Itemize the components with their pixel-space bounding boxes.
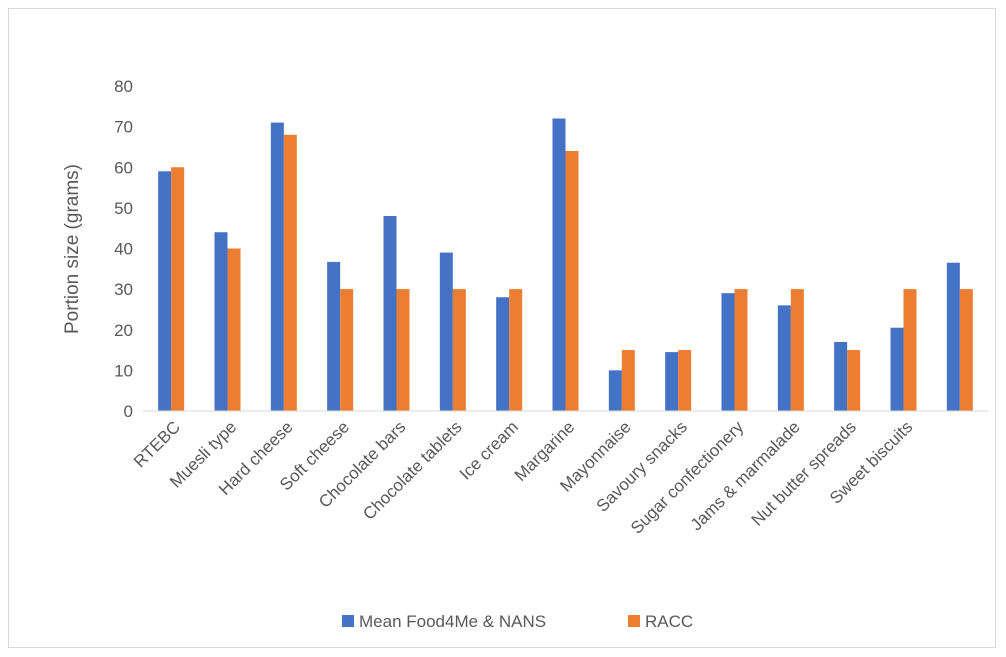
bars: [158, 119, 973, 412]
y-axis-label: Portion size (grams): [62, 164, 83, 334]
y-tick-label: 0: [124, 402, 133, 421]
bar: [384, 216, 397, 411]
y-tick-label: 10: [114, 361, 133, 380]
x-tick-label: Nut butter spreads: [748, 417, 860, 529]
bar: [271, 123, 284, 411]
bar: [834, 342, 847, 411]
x-tick-label: Jams & marmalade: [687, 417, 804, 534]
bar: [158, 171, 171, 411]
legend-label: Mean Food4Me & NANS: [359, 612, 546, 631]
bar: [904, 289, 917, 411]
bar: [397, 289, 410, 411]
bar: [735, 289, 748, 411]
legend: Mean Food4Me & NANS RACC: [342, 612, 693, 631]
bar: [340, 289, 353, 411]
bar: [622, 350, 635, 411]
y-axis-ticks: 0 10 20 30 40 50 60 70 80: [114, 77, 133, 421]
bar: [215, 232, 228, 411]
y-tick-label: 80: [114, 77, 133, 96]
bar: [791, 289, 804, 411]
bar: [440, 253, 453, 411]
bar: [960, 289, 973, 411]
bar: [496, 297, 509, 411]
x-tick-label: RTEBC: [130, 417, 184, 471]
bar: [327, 262, 340, 411]
bar: [609, 370, 622, 411]
bar: [553, 119, 566, 412]
bar: [228, 249, 241, 412]
bar: [509, 289, 522, 411]
bar: [947, 263, 960, 411]
bar: [891, 328, 904, 411]
bar: [171, 167, 184, 411]
bar: [453, 289, 466, 411]
bar: [722, 293, 735, 411]
y-tick-label: 40: [114, 240, 133, 259]
bar: [847, 350, 860, 411]
legend-swatch: [628, 615, 640, 627]
bar: [665, 352, 678, 411]
y-tick-label: 70: [114, 118, 133, 137]
y-tick-label: 30: [114, 280, 133, 299]
bar: [778, 305, 791, 411]
y-tick-label: 20: [114, 321, 133, 340]
y-tick-label: 50: [114, 199, 133, 218]
bar: [566, 151, 579, 411]
bar: [678, 350, 691, 411]
bar: [284, 135, 297, 411]
y-tick-label: 60: [114, 158, 133, 177]
legend-label: RACC: [645, 612, 693, 631]
legend-swatch: [342, 615, 354, 627]
x-tick-label: Chocolate tablets: [359, 417, 465, 523]
